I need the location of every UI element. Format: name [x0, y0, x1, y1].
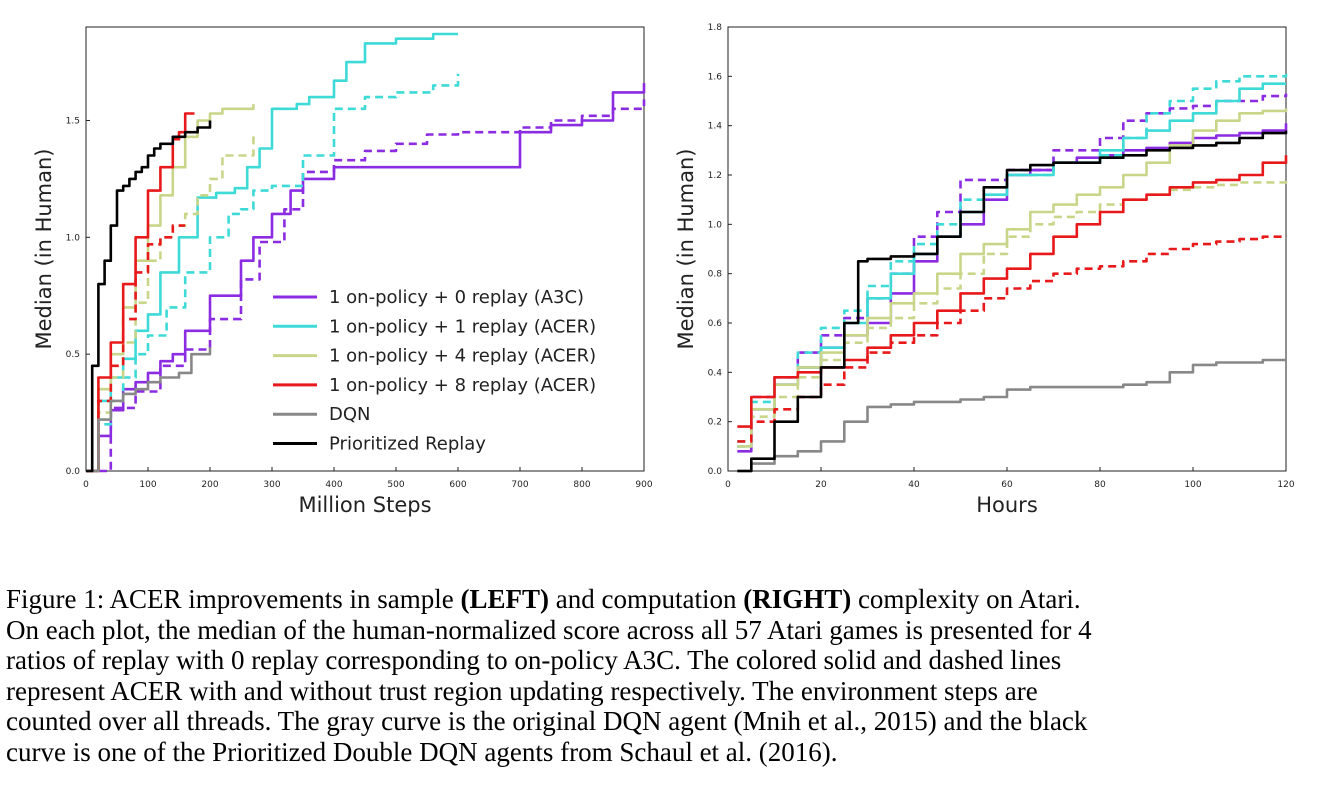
- right-series-0-line: [737, 123, 1288, 453]
- left-x-tick-label: 200: [201, 480, 218, 490]
- legend-label: Prioritized Replay: [329, 434, 486, 455]
- right-y-tick-label: 1.0: [708, 220, 723, 230]
- right-x-tick-label: 0: [725, 480, 731, 490]
- caption-right-ref: (RIGHT): [743, 584, 852, 614]
- caption-line-2: On each plot, the median of the human-no…: [6, 614, 1092, 645]
- right-series-9-line: [737, 130, 1288, 473]
- caption-line-4: represent ACER with and without trust re…: [6, 675, 1038, 706]
- right-y-ticks: 0.0 0.2 0.4 0.6 0.8 1.0 1.2 1.4 1.6 1.8: [708, 23, 732, 477]
- left-x-axis-label: Million Steps: [298, 493, 431, 517]
- left-x-tick-label: 600: [449, 480, 466, 490]
- left-series-9-line: [86, 120, 212, 473]
- right-y-tick-label: 1.4: [708, 122, 723, 132]
- left-y-tick-label: 0.5: [66, 350, 80, 360]
- right-x-ticks: 0 20 40 60 80 100 120: [725, 467, 1295, 490]
- left-x-tick-label: 100: [139, 480, 156, 490]
- caption-text: and computation: [548, 584, 744, 614]
- right-y-axis-label: Median (in Human): [674, 149, 698, 350]
- left-series-2-line: [86, 32, 458, 473]
- right-y-tick-label: 0.4: [708, 368, 723, 378]
- figure-charts: 0 100 200 300 400 500 600 700 800 900 0.00.51.01.…: [32, 23, 1295, 517]
- right-chart: 0 20 40 60 80 100 120 0.0 0.2 0.4 0.6 0.8 1.0 1.2 1.4…: [674, 23, 1295, 517]
- left-x-tick-label: 400: [325, 480, 342, 490]
- left-series-7-line: [86, 224, 186, 473]
- right-series-6-line: [737, 155, 1288, 428]
- right-series-1-line: [737, 93, 1288, 448]
- right-x-tick-label: 40: [908, 480, 920, 490]
- left-x-ticks: 0 100 200 300 400 500 600 700 800 900: [83, 467, 653, 490]
- legend-label: 1 on-policy + 0 replay (A3C): [329, 287, 584, 308]
- right-series-3-line: [737, 73, 1288, 443]
- left-y-tick-label: 0.0: [66, 467, 81, 477]
- left-y-ticks: 0.0 0.5 1.0 1.5: [66, 116, 90, 477]
- left-x-tick-label: 800: [573, 480, 590, 490]
- left-y-tick-label: 1.0: [66, 233, 81, 243]
- left-series-group: [86, 32, 646, 473]
- right-x-tick-label: 20: [815, 480, 827, 490]
- left-chart: 0 100 200 300 400 500 600 700 800 900 0.0 0.5 1.0 1.…: [32, 26, 653, 517]
- caption-line-3: ratios of replay with 0 replay correspon…: [6, 645, 1062, 675]
- left-y-tick-label: 1.5: [66, 116, 80, 126]
- right-series-5-line: [737, 179, 1288, 448]
- figure-caption: Figure 1: ACER improvements in sample (L…: [6, 584, 1334, 767]
- left-y-axis-label: Median (in Human): [32, 149, 56, 350]
- right-series-4-line: [737, 108, 1288, 448]
- right-y-tick-label: 1.8: [708, 23, 723, 33]
- right-x-axis-label: Hours: [976, 493, 1038, 517]
- caption-text: complexity on Atari.: [851, 584, 1081, 614]
- right-y-tick-label: 1.2: [708, 171, 722, 181]
- caption-left-ref: (LEFT): [460, 584, 549, 614]
- legend-label: 1 on-policy + 1 replay (ACER): [329, 316, 596, 337]
- caption-line-5: counted over all threads. The gray curve…: [6, 706, 1088, 736]
- left-legend: 1 on-policy + 0 replay (A3C) 1 on-policy …: [273, 287, 596, 455]
- right-y-tick-label: 1.6: [708, 72, 723, 82]
- left-series-4-line: [86, 104, 255, 473]
- caption-line-1: Figure 1: ACER improvements in sample (L…: [6, 584, 1334, 615]
- legend-label: 1 on-policy + 4 replay (ACER): [329, 346, 596, 367]
- left-x-tick-label: 900: [635, 480, 652, 490]
- legend-label: 1 on-policy + 8 replay (ACER): [329, 375, 596, 396]
- left-series-8-line: [86, 347, 212, 473]
- right-series-group: [737, 73, 1288, 473]
- right-y-tick-label: 0.8: [708, 270, 723, 280]
- legend-label: DQN: [329, 404, 371, 425]
- caption-line-6: curve is one of the Prioritized Double D…: [6, 736, 838, 767]
- right-y-tick-label: 0.0: [708, 467, 723, 477]
- left-x-tick-label: 0: [83, 480, 89, 490]
- left-series-0-line: [86, 83, 646, 473]
- right-x-tick-label: 100: [1184, 480, 1201, 490]
- left-x-tick-label: 300: [263, 480, 280, 490]
- right-series-7-line: [737, 235, 1286, 443]
- right-x-tick-label: 60: [1001, 480, 1013, 490]
- left-x-tick-label: 500: [387, 480, 404, 490]
- right-y-tick-label: 0.2: [708, 418, 722, 428]
- left-plot-frame: [85, 26, 645, 472]
- right-plot-frame: [727, 26, 1287, 472]
- left-x-tick-label: 700: [511, 480, 528, 490]
- left-series-1-line: [86, 99, 646, 473]
- right-x-tick-label: 80: [1094, 480, 1106, 490]
- right-y-tick-label: 0.6: [708, 319, 723, 329]
- right-x-tick-label: 120: [1277, 480, 1294, 490]
- caption-text: Figure 1: ACER improvements in sample: [6, 584, 461, 614]
- right-series-8-line: [737, 358, 1286, 473]
